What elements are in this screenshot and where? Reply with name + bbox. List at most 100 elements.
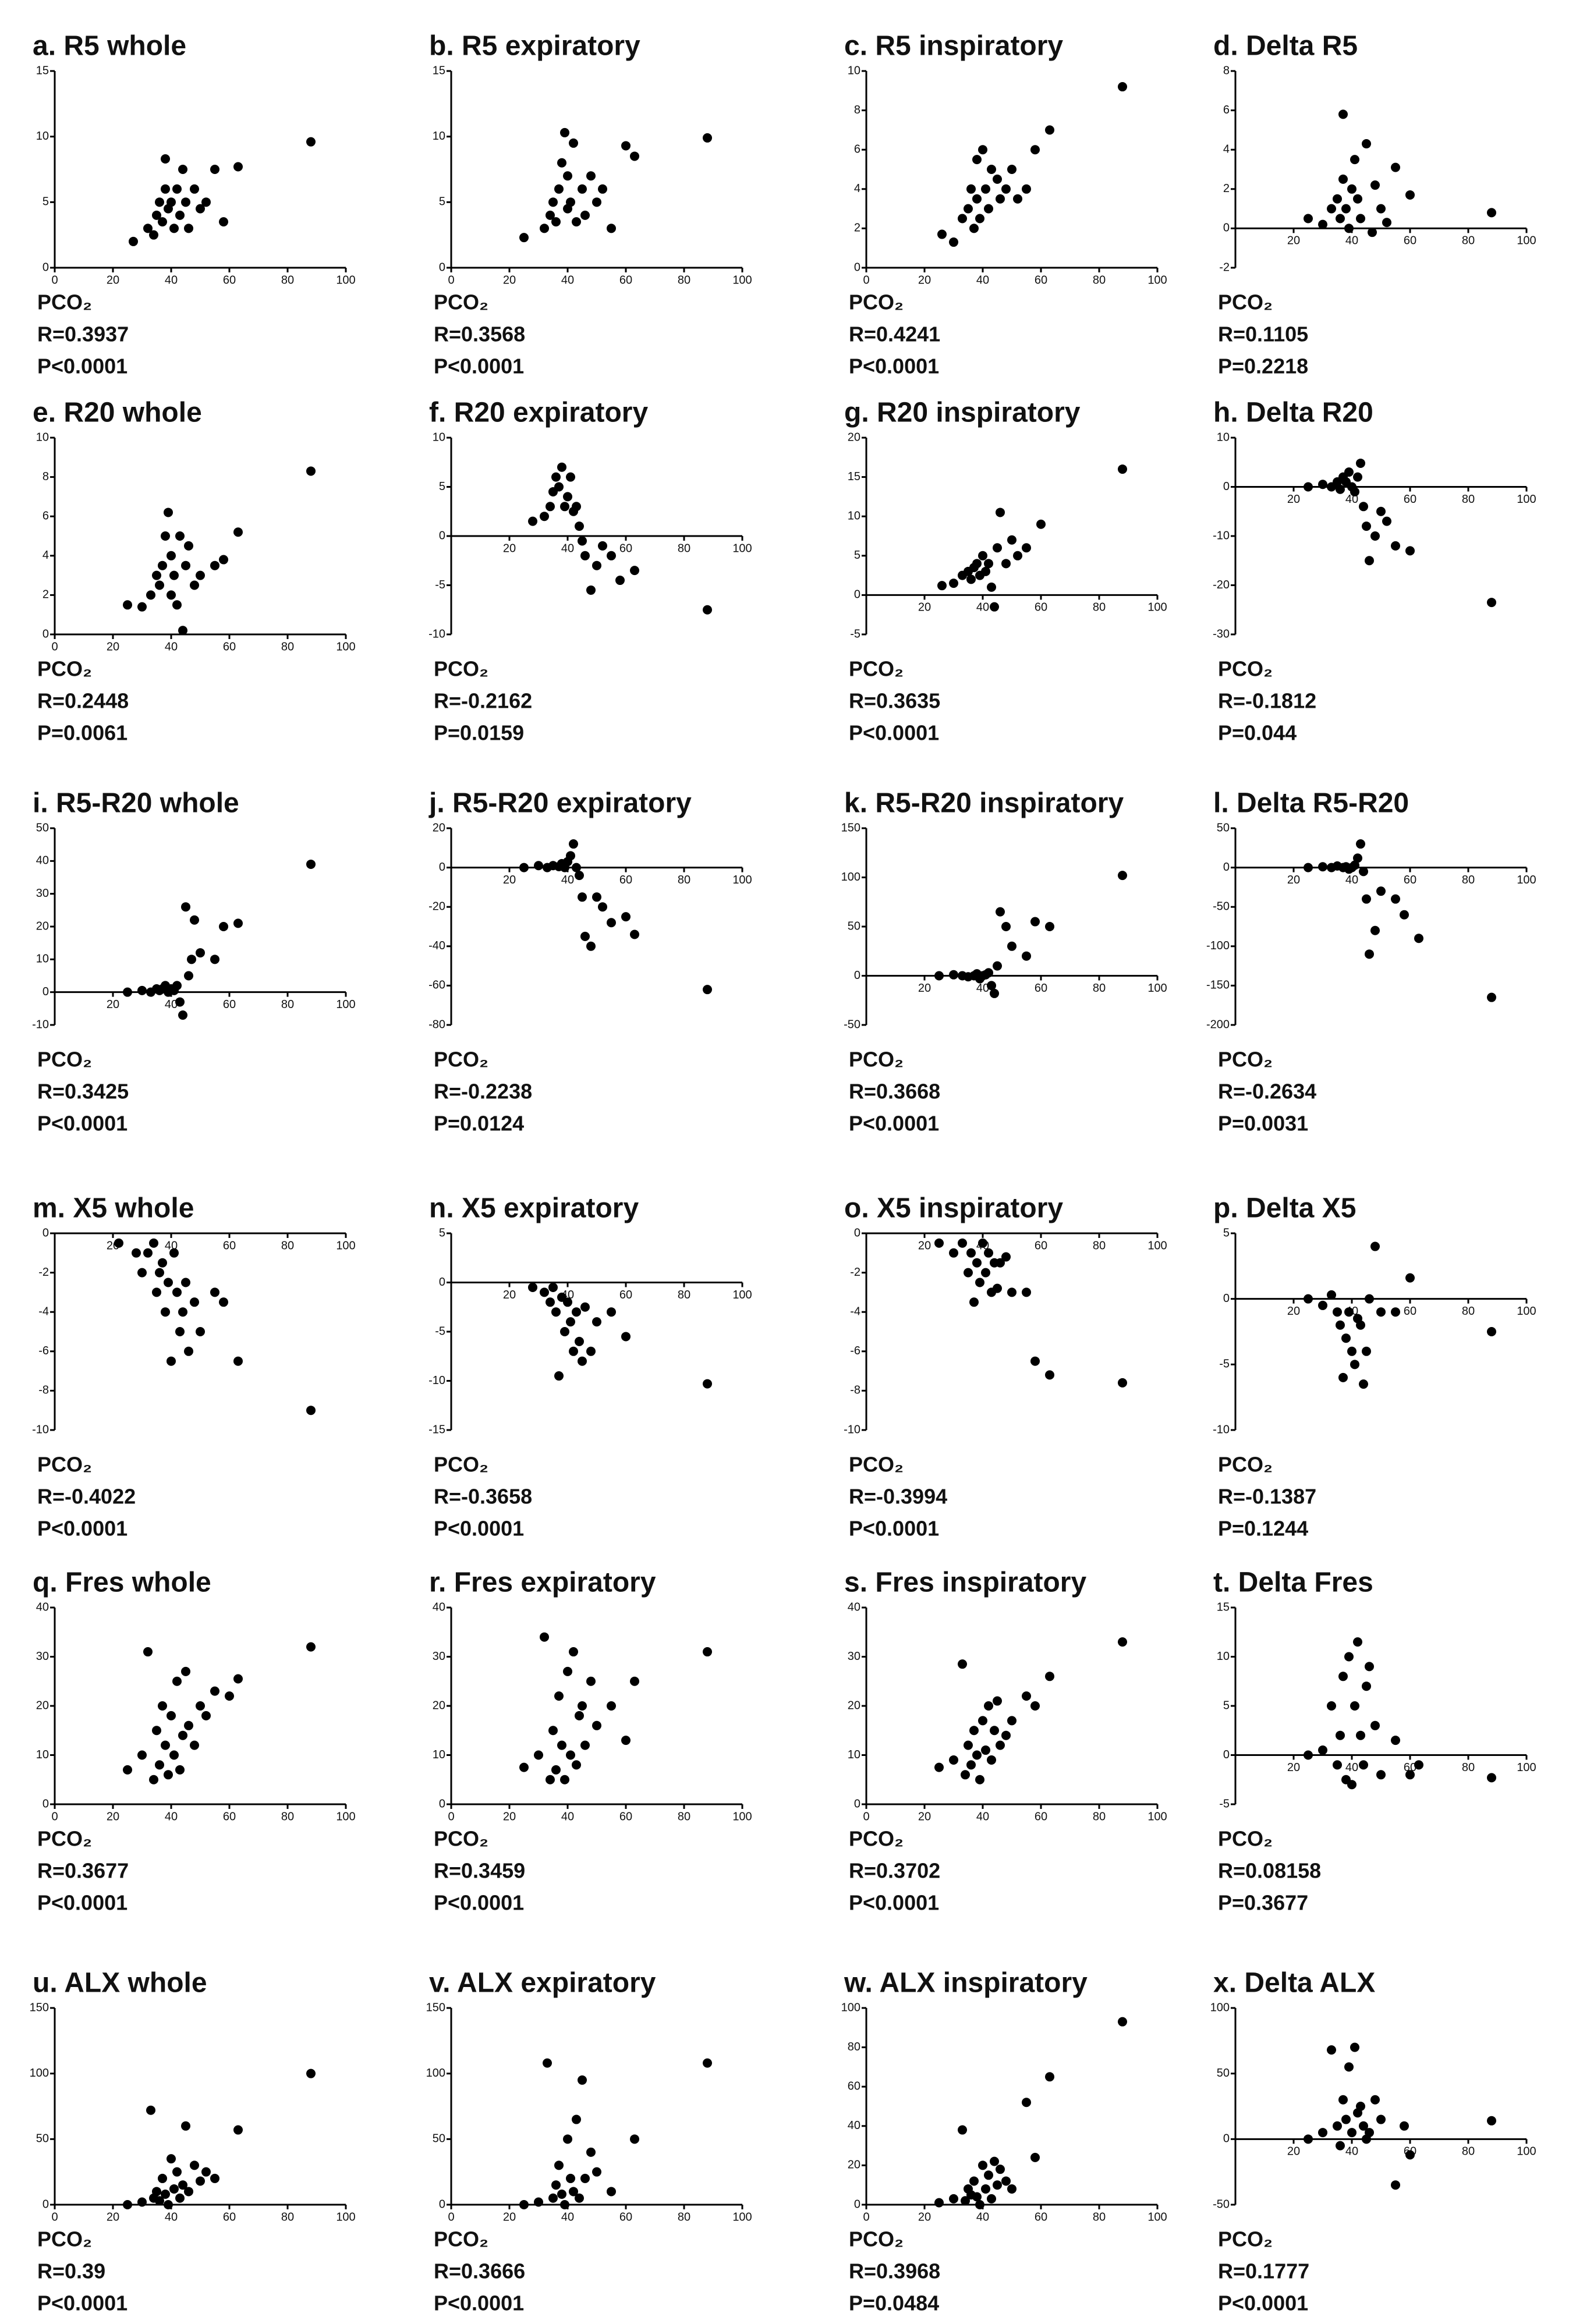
- point: [1341, 1333, 1351, 1343]
- point: [569, 138, 578, 148]
- x-tick-label: 60: [223, 2211, 236, 2223]
- x-tick-label: 40: [165, 998, 178, 1011]
- point: [210, 1287, 219, 1297]
- x-tick-label: 80: [281, 640, 294, 653]
- point: [210, 1686, 219, 1696]
- point: [546, 1297, 555, 1307]
- point: [1045, 1370, 1054, 1380]
- point: [560, 2200, 569, 2209]
- point: [990, 1726, 999, 1736]
- x-tick-label: 20: [918, 1239, 931, 1252]
- panel: l. Delta R5-R20 -200 -150 -100 -50 0 50 20 40 60 8…: [1206, 788, 1536, 1136]
- point: [563, 1666, 572, 1676]
- p-value: P<0.0001: [849, 1891, 939, 1915]
- y-tick-label: -5: [435, 1325, 445, 1337]
- r-value: R=0.3568: [434, 322, 525, 346]
- point: [219, 1297, 228, 1307]
- x-tick-label: 100: [336, 1239, 355, 1252]
- panel: x. Delta ALX-5005010020406080100PCO₂R=0.…: [1210, 1968, 1536, 2315]
- point: [586, 1346, 596, 1356]
- point: [1327, 204, 1336, 214]
- panel-title: w. ALX inspiratory: [844, 1968, 1088, 1999]
- point: [1414, 934, 1423, 943]
- point: [1318, 1300, 1327, 1310]
- y-tick-label: 15: [1217, 1601, 1230, 1613]
- point: [1359, 1760, 1368, 1770]
- x-tick-label: 100: [1517, 1761, 1536, 1774]
- panel-title: t. Delta Fres: [1213, 1567, 1373, 1598]
- point: [1318, 1745, 1327, 1755]
- x-tick-label: 80: [678, 874, 690, 886]
- point: [164, 1278, 173, 1287]
- point: [990, 2156, 999, 2166]
- point: [621, 912, 631, 922]
- point: [586, 171, 596, 181]
- point: [196, 204, 205, 214]
- point: [569, 839, 578, 849]
- x-axis-label: PCO₂: [849, 657, 904, 681]
- point: [949, 237, 958, 247]
- y-tick-label: 6: [42, 509, 49, 522]
- r-value: R=0.3677: [37, 1859, 129, 1883]
- y-tick-label: 30: [36, 887, 49, 900]
- point: [1356, 1320, 1365, 1330]
- point: [178, 1730, 187, 1740]
- r-value: R=-0.2634: [1218, 1080, 1316, 1104]
- point: [560, 502, 569, 512]
- point: [987, 981, 996, 991]
- point: [1338, 1672, 1348, 1681]
- y-tick-label: 10: [433, 1748, 445, 1761]
- y-tick-label: -40: [428, 939, 445, 952]
- y-tick-label: 10: [848, 1748, 860, 1761]
- panel-title: l. Delta R5-R20: [1213, 788, 1409, 819]
- x-axis-label: PCO₂: [849, 1453, 904, 1477]
- x-tick-label: 60: [619, 274, 632, 286]
- panel: p. Delta X5-10-50520406080100PCO₂R=-0.13…: [1213, 1193, 1536, 1541]
- point: [175, 210, 185, 220]
- y-tick-label: -2: [1219, 261, 1230, 274]
- point: [1353, 1637, 1362, 1647]
- point: [1001, 1252, 1011, 1262]
- y-tick-label: 20: [433, 821, 445, 834]
- point: [225, 1691, 234, 1701]
- point: [580, 1302, 590, 1312]
- point: [306, 1406, 316, 1415]
- point: [1341, 2114, 1351, 2124]
- p-value: P=0.0124: [434, 1112, 524, 1136]
- x-tick-label: 40: [1345, 2145, 1358, 2158]
- y-tick-label: 20: [433, 1699, 445, 1712]
- y-tick-label: 50: [1217, 2067, 1230, 2080]
- p-value: P=0.0484: [849, 2291, 939, 2315]
- x-tick-label: 40: [561, 274, 574, 286]
- point: [993, 543, 1002, 553]
- point: [987, 582, 996, 592]
- point: [554, 1691, 564, 1701]
- x-tick-label: 80: [1462, 1305, 1475, 1318]
- point: [560, 1327, 569, 1336]
- point: [975, 1278, 984, 1287]
- p-value: P<0.0001: [849, 1517, 939, 1541]
- x-tick-label: 20: [1287, 2145, 1300, 2158]
- point: [1359, 2121, 1368, 2131]
- point: [137, 602, 147, 612]
- point: [519, 233, 529, 243]
- point: [958, 214, 967, 223]
- x-tick-label: 0: [448, 2211, 454, 2223]
- point: [615, 576, 625, 586]
- point: [978, 145, 987, 155]
- y-tick-label: -150: [1206, 979, 1230, 992]
- point: [1362, 1681, 1371, 1691]
- point: [114, 1238, 123, 1248]
- x-axis-label: PCO₂: [434, 2227, 488, 2251]
- point: [703, 133, 712, 143]
- point: [1487, 1773, 1496, 1783]
- panel-title: i. R5-R20 whole: [33, 788, 239, 819]
- y-tick-label: 0: [42, 261, 49, 274]
- point: [1359, 1379, 1368, 1389]
- x-tick-label: 40: [561, 874, 574, 886]
- y-tick-label: 5: [439, 480, 445, 493]
- point: [137, 1268, 147, 1278]
- y-tick-label: -60: [428, 979, 445, 992]
- x-tick-label: 20: [503, 1289, 516, 1301]
